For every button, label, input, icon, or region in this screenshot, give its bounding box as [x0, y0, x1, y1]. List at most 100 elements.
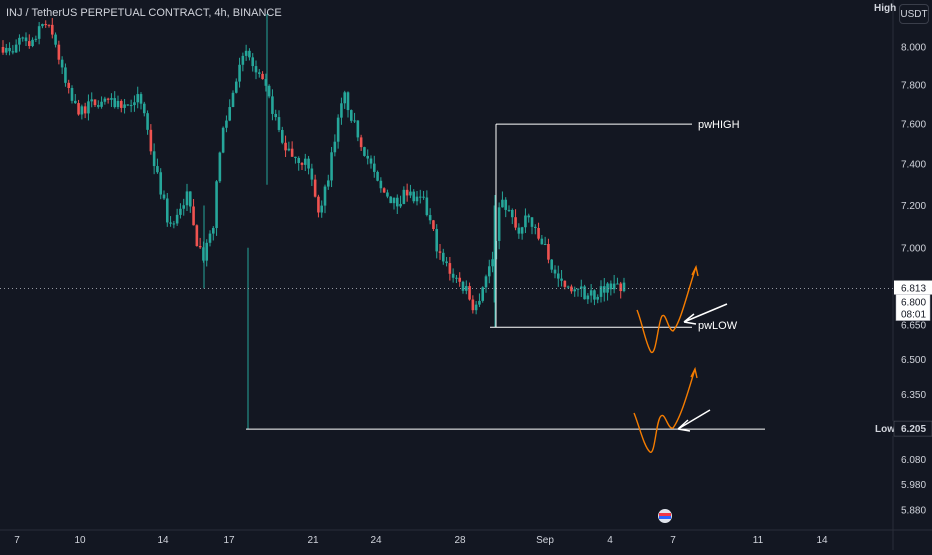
candle-body — [323, 186, 327, 206]
candle-body — [481, 287, 485, 301]
low-price-value: 6.205 — [901, 424, 926, 435]
candle-body — [133, 102, 136, 106]
candle-body — [294, 156, 297, 158]
time-tick-label: 17 — [223, 535, 235, 546]
candle-body — [593, 290, 596, 300]
candle-body — [106, 98, 110, 100]
candle-body — [264, 79, 268, 86]
candle-body — [136, 94, 140, 103]
candle-body — [612, 283, 616, 290]
candle-body — [589, 290, 593, 296]
candle-body — [478, 300, 481, 305]
candle-body — [14, 44, 18, 53]
candle-body — [303, 158, 307, 165]
projection-arrowhead-upper — [691, 264, 699, 277]
candle-body — [77, 103, 80, 115]
candle-body — [87, 101, 90, 114]
candle-body — [152, 151, 156, 167]
candle-body — [126, 104, 130, 106]
candle-body — [8, 47, 11, 52]
candle-body — [21, 37, 25, 39]
candle-body — [537, 227, 540, 239]
candle-body — [162, 194, 166, 199]
candle-body — [96, 105, 100, 107]
candle-body — [119, 100, 123, 108]
candle-body — [198, 245, 202, 248]
chart-title: INJ / TetherUS PERPETUAL CONTRACT, 4h, B… — [6, 7, 282, 19]
candle-body — [11, 51, 15, 53]
candle-body — [211, 228, 215, 234]
candle-body — [129, 105, 133, 107]
candle-body — [336, 117, 340, 142]
candle-body — [622, 282, 626, 292]
candle-body — [221, 127, 225, 153]
candle-body — [202, 247, 205, 261]
candle-body — [185, 191, 189, 206]
candle-body — [349, 110, 353, 121]
candle-body — [445, 261, 448, 264]
candle-body — [461, 281, 465, 291]
candle-body — [504, 199, 508, 210]
candle-body — [267, 85, 271, 97]
projection-arrowhead-lower — [690, 366, 698, 379]
candle-body — [543, 244, 547, 246]
candle-body — [300, 163, 304, 165]
candle-body — [497, 207, 501, 241]
candle-body — [103, 98, 107, 102]
candle-body — [274, 113, 278, 118]
candle-body — [261, 73, 264, 80]
event-flag-icon-band-2 — [659, 516, 671, 519]
candle-body — [428, 215, 432, 221]
price-tick-label: 7.600 — [901, 120, 926, 131]
candle-body — [159, 172, 163, 195]
candle-body — [172, 223, 176, 225]
candle-body — [553, 269, 557, 274]
candle-body — [540, 238, 544, 245]
candle-body — [116, 100, 120, 108]
projection-path-upper — [636, 266, 697, 353]
candle-body — [579, 286, 583, 289]
candle-body — [284, 142, 287, 151]
event-flag-icon-band — [659, 513, 671, 516]
candle-body — [363, 147, 366, 156]
time-tick-label: 14 — [157, 535, 169, 546]
candle-body — [31, 39, 34, 47]
candle-body — [425, 197, 429, 216]
candle-body — [146, 113, 149, 130]
candle-body — [616, 283, 619, 285]
candle-body — [4, 47, 8, 53]
candle-body — [290, 148, 294, 157]
candle-body — [218, 152, 222, 182]
candle-body — [271, 96, 274, 114]
candle-body — [90, 99, 94, 102]
candle-body — [484, 276, 488, 288]
candle-body — [254, 66, 258, 73]
candle-body — [573, 289, 577, 292]
time-tick-label: 14 — [816, 535, 828, 546]
candle-body — [248, 50, 251, 58]
candle-body — [231, 92, 235, 108]
time-tick-label: 7 — [14, 535, 20, 546]
candle-body — [297, 157, 301, 164]
candle-body — [60, 59, 64, 68]
candle-body — [458, 277, 462, 282]
candle-body — [366, 155, 370, 159]
candle-body — [113, 98, 117, 108]
candle-body — [333, 141, 337, 153]
candle-body — [422, 196, 425, 198]
candle-body — [313, 179, 317, 197]
candle-body — [474, 304, 478, 311]
candle-body — [169, 222, 172, 224]
candle-body — [50, 24, 54, 35]
candle-body — [54, 34, 57, 45]
currency-button[interactable]: USDT — [899, 4, 929, 24]
candle-body — [37, 26, 41, 39]
candle-body — [596, 296, 600, 300]
candle-body — [432, 220, 435, 230]
candle-body — [382, 188, 386, 193]
candle-body — [346, 92, 350, 111]
candle-body — [192, 206, 195, 226]
